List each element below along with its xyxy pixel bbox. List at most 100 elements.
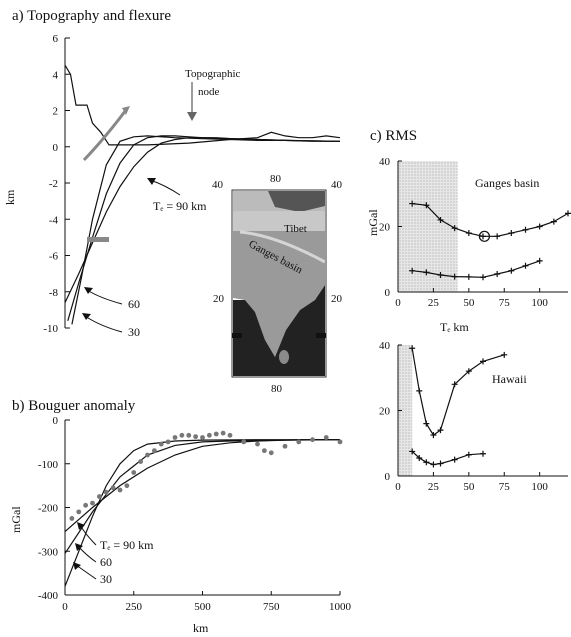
rms-point-marker (423, 459, 430, 466)
topo-hook-mark (82, 109, 128, 162)
bouguer-observed-point (296, 439, 302, 445)
rms-point-marker (522, 262, 529, 269)
panel-c-bottom-plot: 40 20 00 25 50 75 100 (379, 340, 568, 493)
rms-xtick-label: 25 (428, 297, 440, 309)
map-ganges-band (239, 230, 326, 264)
rms-point-marker (423, 420, 430, 427)
bouguer-observed-point (110, 485, 116, 491)
rms-ytick-label: 40 (379, 156, 391, 168)
panel-a-axis: 6 4 2 0 -2 -4 -6 -8 -10 (43, 33, 70, 335)
panel-b-ytick-label: -200 (38, 503, 59, 515)
bouguer-curve-30 (64, 439, 340, 587)
bouguer-observed-point (151, 448, 157, 454)
te-arrow-30-b (75, 564, 97, 580)
panel-a-title: a) Topography and flexure (12, 8, 171, 24)
rms-ytick-label: 20 (379, 222, 391, 234)
map-ocean (233, 285, 325, 376)
panel-a-ytick-label: 6 (53, 33, 59, 45)
rms-xtick-label: 75 (499, 297, 511, 309)
rms-point-marker (494, 270, 501, 277)
map-tibet-dark (268, 191, 325, 212)
rms-point-marker (494, 233, 501, 240)
rms-point-marker (409, 345, 416, 352)
rms-point-marker (480, 233, 486, 240)
te-arrowhead-90-b-icon (77, 522, 85, 530)
rms-xtick-label: 100 (531, 481, 548, 493)
panel-a-ytick-label: -6 (49, 251, 59, 263)
te-arrow-90-a (149, 179, 181, 196)
panel-b-curves (64, 430, 343, 587)
bouguer-observed-point (213, 431, 219, 437)
node-arrow-icon (187, 82, 197, 121)
panel-b-xlabel: km (193, 621, 209, 635)
bouguer-observed-point (145, 452, 150, 458)
rms-ytick-label: 20 (379, 406, 391, 418)
rms-point-marker (508, 267, 515, 274)
bouguer-observed-point (124, 483, 130, 489)
bouguer-observed-point (165, 439, 171, 445)
rms-point-marker (508, 230, 515, 237)
rms-point-marker (451, 273, 458, 280)
rms-xtick-label: 0 (395, 297, 401, 309)
bouguer-observed-point (117, 487, 123, 493)
map-lat-top-left: 40 (212, 179, 224, 191)
te-label-90-b: Tₑ = 90 km (100, 538, 154, 552)
panel-b-xtick-label: 1000 (329, 601, 352, 613)
rms-point-marker (423, 269, 430, 276)
rms-xtick-label: 50 (463, 481, 475, 493)
bouguer-observed-point (158, 441, 164, 447)
map-lat-mid-left: 20 (213, 293, 225, 305)
panel-b-ytick-label: -400 (38, 590, 59, 602)
rms-minimum-marker (478, 230, 491, 242)
panel-a-ytick-label: -2 (49, 178, 58, 190)
map-lon-bottom: 80 (271, 383, 283, 395)
bouguer-observed-point (83, 502, 89, 508)
topo-gray-marker (87, 237, 109, 242)
panel-a-ylabel: km (3, 189, 17, 205)
bouguer-observed-point (90, 500, 95, 506)
bouguer-observed-point (220, 430, 226, 436)
rms-point-marker (409, 267, 416, 274)
rms-point-marker (437, 427, 444, 434)
panel-a-ytick-label: 0 (53, 142, 59, 154)
te-arrowhead-90-a-icon (147, 178, 156, 185)
te-arrowhead-30-b-icon (73, 562, 81, 570)
rms-curve-lower (411, 450, 484, 466)
flexure-curve-30 (71, 135, 341, 325)
map-label-tibet: Tibet (284, 223, 307, 235)
flexure-curve-60 (67, 135, 341, 321)
rms-shaded-region (398, 161, 458, 292)
bouguer-observed-point (261, 448, 267, 454)
india-map (231, 189, 327, 378)
te-label-30-b: 30 (100, 572, 112, 586)
panel-b-title: b) Bouguer anomaly (12, 398, 136, 414)
bouguer-observed-point (310, 437, 315, 443)
bouguer-observed-point (282, 443, 288, 449)
rms-point-marker (416, 454, 423, 461)
panel-b-ytick-label: -300 (38, 546, 59, 558)
rms-xtick-label: 25 (428, 481, 440, 493)
bouguer-observed-point (186, 432, 192, 438)
rms-curve-upper (412, 203, 569, 237)
bouguer-observed-point (337, 439, 343, 445)
rms-shaded-region (398, 345, 413, 476)
rms-point-marker (550, 218, 557, 225)
panel-a-ytick-label: -8 (49, 287, 59, 299)
panel-a-ytick-label: -10 (43, 323, 58, 335)
rms-point-marker (565, 210, 571, 217)
te-arrowhead-60-b-icon (75, 543, 83, 551)
panel-b-xtick-label: 500 (194, 601, 211, 613)
map-lat-mid-right: 20 (331, 293, 343, 305)
rms-point-marker (480, 358, 486, 365)
panel-b-ytick-label: 0 (53, 415, 59, 427)
te-label-60-a: 60 (128, 297, 140, 311)
panel-c-xlabel: Tₑ km (440, 320, 469, 334)
rms-xtick-label: 100 (531, 297, 548, 309)
bouguer-observed-point (103, 489, 109, 495)
panel-a-ytick-label: -4 (49, 214, 59, 226)
rms-ytick-label: 40 (379, 340, 391, 352)
rms-point-marker (465, 230, 472, 237)
panel-b-ytick-label: -100 (38, 459, 59, 471)
node-label-line2: node (198, 86, 220, 98)
